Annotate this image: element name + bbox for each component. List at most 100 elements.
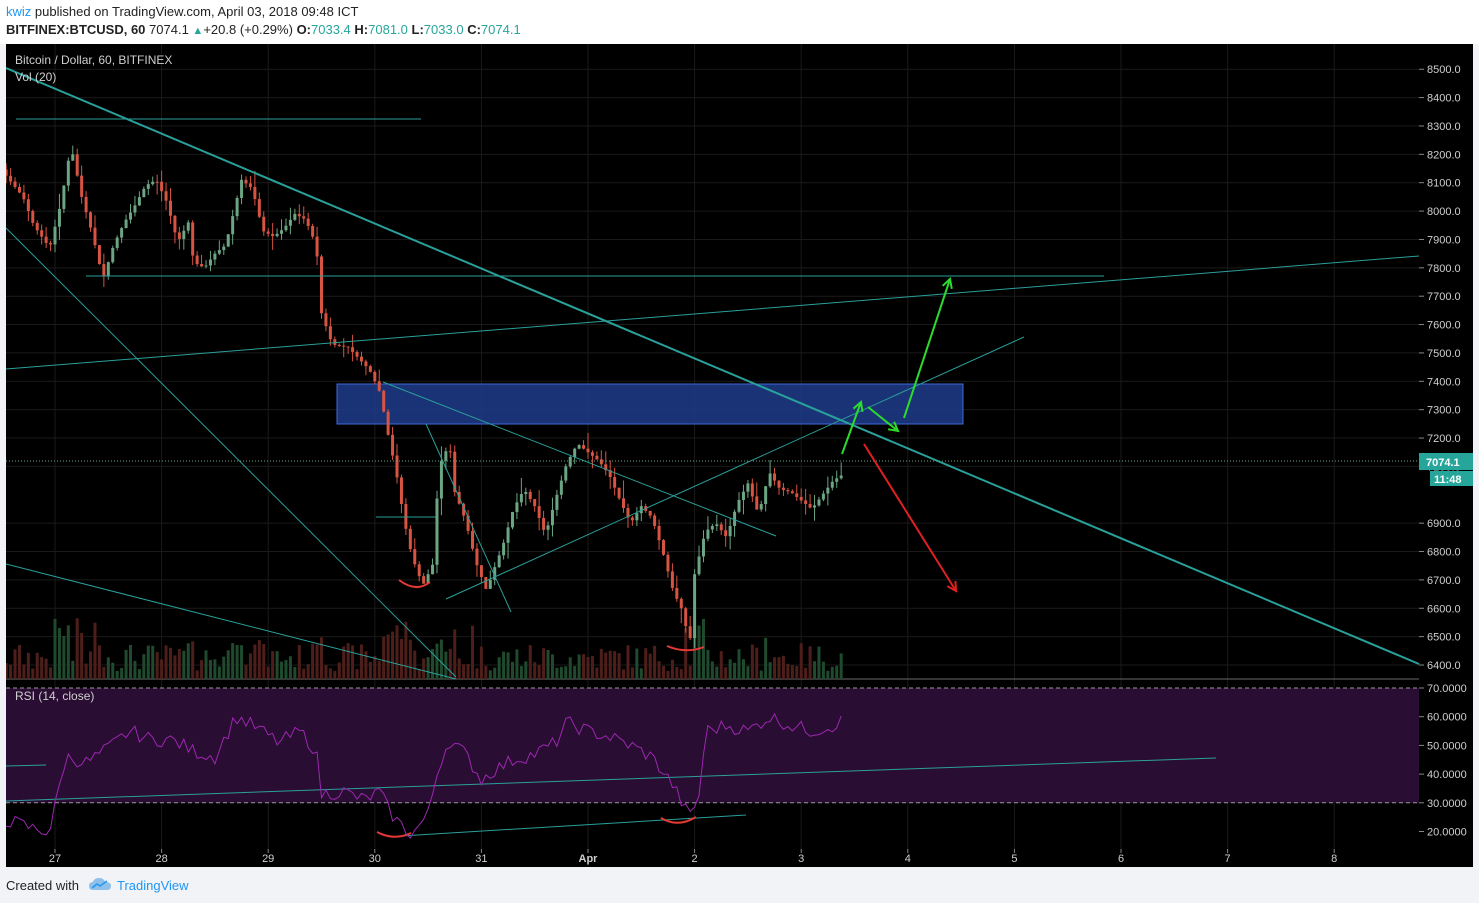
- trendline[interactable]: [425, 423, 512, 613]
- price-chart[interactable]: 8500.0 8400.0 8300.0 8200.0 8100.0 8000.0 7900…: [6, 44, 1473, 867]
- trendline[interactable]: [6, 255, 1420, 370]
- candle-body: [488, 579, 492, 589]
- trendline[interactable]: [6, 227, 457, 678]
- volume-bar: [262, 643, 266, 679]
- candle-body: [537, 506, 541, 518]
- volume-bar: [493, 667, 497, 679]
- volume-bar: [293, 667, 297, 679]
- volume-bar: [137, 669, 141, 679]
- tradingview-link[interactable]: TradingView: [117, 878, 189, 893]
- x-tick-label: 8: [1331, 853, 1337, 865]
- volume-bar: [706, 649, 710, 679]
- volume-bar: [217, 666, 221, 679]
- y-ticks: 8500.0 8400.0 8300.0 8200.0 8100.0 8000.0 7900…: [1419, 64, 1467, 839]
- volume-bar: [266, 666, 270, 679]
- y-tick-label: 7500.0: [1427, 348, 1461, 360]
- y-tick-label: 8300.0: [1427, 121, 1461, 133]
- volume-bar: [564, 666, 568, 679]
- candle-body: [284, 225, 288, 231]
- volume-bar: [484, 665, 488, 679]
- volume-bar: [129, 644, 133, 679]
- red-arrow-down-head: [946, 580, 958, 593]
- candle-body: [106, 262, 110, 277]
- candle-body: [204, 265, 208, 267]
- volume-bar: [17, 645, 21, 679]
- resistance-zone[interactable]: [336, 383, 964, 425]
- candle-body: [466, 515, 470, 531]
- rsi-tick-label: 70.0000: [1427, 683, 1467, 695]
- candle-body: [768, 473, 772, 487]
- candles: [6, 145, 843, 648]
- volume-bar: [413, 650, 417, 679]
- trendline[interactable]: [6, 563, 457, 680]
- green-arrow-up[interactable]: [841, 401, 862, 455]
- symbol: BITFINEX:BTCUSD, 60: [6, 22, 146, 37]
- volume-bar: [97, 645, 101, 679]
- bottom-marker-curve: [376, 831, 412, 838]
- author-link[interactable]: kwiz: [6, 4, 32, 19]
- volume-bar: [688, 665, 692, 679]
- green-arrow-target[interactable]: [903, 278, 951, 419]
- bottom-marker-curve: [398, 579, 431, 588]
- rsi-trendline[interactable]: [6, 757, 1217, 802]
- volume-bar: [426, 657, 430, 679]
- volume-bar: [342, 646, 346, 679]
- volume-bar: [257, 640, 261, 679]
- volume-bar: [395, 625, 399, 679]
- x-tick-label: 5: [1011, 853, 1017, 865]
- time-axis[interactable]: [6, 849, 1419, 867]
- red-arrow-down[interactable]: [863, 443, 957, 592]
- volume-bar: [653, 645, 657, 679]
- candle-body: [750, 483, 754, 497]
- rsi-trendline[interactable]: [400, 814, 747, 837]
- candle-body: [226, 234, 230, 247]
- volume-bar: [302, 668, 306, 679]
- volume-bar: [142, 654, 146, 679]
- candle-body: [40, 230, 44, 237]
- volume-bars: [6, 618, 843, 679]
- candle-body: [533, 499, 537, 507]
- y-tick-label: 8100.0: [1427, 178, 1461, 190]
- volume-bar: [817, 646, 821, 679]
- candle-body: [84, 196, 88, 213]
- trendline[interactable]: [382, 381, 777, 537]
- trendline[interactable]: [445, 336, 1025, 600]
- green-arrow-up-head: [852, 400, 864, 413]
- volume-bar: [466, 664, 470, 679]
- volume-bar: [53, 618, 57, 679]
- volume-bar: [399, 638, 403, 679]
- y-tick-label: 8000.0: [1427, 206, 1461, 218]
- candle-body: [595, 455, 599, 460]
- volume-bar: [542, 648, 546, 679]
- volume-bar: [164, 645, 168, 679]
- candle-body: [510, 512, 514, 528]
- candle-body: [297, 213, 301, 217]
- volume-bar: [759, 670, 763, 679]
- candle-body: [728, 525, 732, 537]
- volume-bar: [515, 649, 519, 679]
- candle-body: [662, 540, 666, 555]
- volume-bar: [240, 645, 244, 679]
- rsi-trendline[interactable]: [6, 764, 47, 767]
- volume-bar: [271, 651, 275, 679]
- candle-body: [710, 525, 714, 530]
- tradingview-cloud-icon: [89, 878, 111, 890]
- volume-bar: [195, 670, 199, 679]
- green-arrow-pullback[interactable]: [867, 406, 899, 432]
- candle-body: [444, 451, 448, 461]
- volume-bar: [431, 648, 435, 679]
- rsi-tick-label: 20.0000: [1427, 827, 1467, 839]
- volume-bar: [204, 650, 208, 679]
- candle-body: [13, 181, 17, 187]
- trendlines[interactable]: [6, 67, 1420, 837]
- candle-body: [719, 524, 723, 531]
- bottom-marker-curve: [666, 645, 705, 652]
- candle-body: [799, 496, 803, 501]
- candle-body: [66, 160, 70, 186]
- trendline[interactable]: [6, 67, 1420, 665]
- arrows[interactable]: [376, 277, 958, 838]
- countdown-text: 11:48: [1434, 474, 1462, 486]
- volume-bar: [368, 661, 372, 679]
- volume-bar: [324, 664, 328, 679]
- rsi-title: RSI (14, close): [15, 689, 94, 703]
